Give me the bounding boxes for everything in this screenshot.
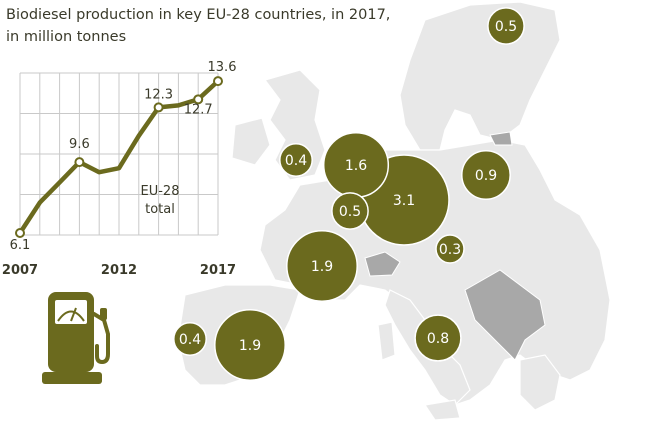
bubble-label-7: 0.5 bbox=[339, 204, 361, 220]
non-eu-balkans bbox=[464, 269, 546, 361]
bubble-label-9: 0.4 bbox=[179, 332, 201, 348]
point-label-0: 6.1 bbox=[10, 238, 31, 253]
data-point-0 bbox=[15, 227, 25, 238]
x-tick-2017: 2017 bbox=[200, 263, 236, 278]
land-sardinia bbox=[377, 321, 396, 361]
non-eu-switzerland bbox=[364, 251, 401, 277]
bubble-label-5: 0.8 bbox=[427, 331, 449, 347]
bubble-5 bbox=[414, 314, 462, 362]
bubble-label-2: 1.9 bbox=[239, 338, 261, 354]
bubble-1 bbox=[286, 230, 358, 302]
bubble-label-6: 0.5 bbox=[495, 19, 517, 35]
non-eu-kaliningrad bbox=[489, 131, 513, 146]
bubble-label-3: 1.6 bbox=[345, 158, 367, 174]
point-label-2: 12.3 bbox=[144, 87, 173, 102]
x-tick-labels: 2007 2012 2017 bbox=[2, 263, 236, 278]
title-line-2: in million tonnes bbox=[6, 29, 127, 45]
data-point-1 bbox=[74, 157, 85, 168]
bubble-label-4: 0.9 bbox=[475, 168, 497, 184]
fuel-pump-icon bbox=[42, 292, 110, 384]
land-greece bbox=[519, 354, 561, 411]
data-point-2 bbox=[153, 102, 164, 113]
bubble-9 bbox=[173, 322, 207, 356]
data-point-3 bbox=[193, 94, 204, 105]
series-annotation: EU-28 total bbox=[141, 184, 180, 217]
bubble-10 bbox=[435, 234, 465, 264]
series-line bbox=[17, 78, 221, 236]
series-eu28-total bbox=[15, 76, 223, 238]
point-labels: 6.1 9.6 12.3 12.7 13.6 bbox=[10, 60, 237, 253]
data-point-4 bbox=[213, 76, 223, 87]
bubble-label-0: 3.1 bbox=[393, 193, 415, 209]
bubble-7 bbox=[331, 192, 369, 230]
bubble-label-10: 0.3 bbox=[439, 242, 461, 258]
bubble-label-8: 0.4 bbox=[285, 153, 307, 169]
land-ireland bbox=[231, 117, 271, 166]
plot-grid bbox=[19, 72, 219, 236]
land-sicily bbox=[423, 399, 461, 421]
point-label-1: 9.6 bbox=[69, 137, 90, 152]
annotation-line-0: EU-28 bbox=[141, 184, 180, 199]
land-scandinavia bbox=[399, 1, 561, 151]
point-label-4: 13.6 bbox=[208, 60, 237, 75]
bubble-8 bbox=[279, 143, 313, 177]
chart-title: Biodiesel production in key EU-28 countr… bbox=[6, 4, 426, 48]
bubble-6 bbox=[487, 7, 525, 45]
x-tick-2007: 2007 bbox=[2, 263, 38, 278]
title-line-1: Biodiesel production in key EU-28 countr… bbox=[6, 7, 391, 23]
x-tick-2012: 2012 bbox=[101, 263, 137, 278]
bubble-4 bbox=[461, 150, 511, 200]
bubble-layer: 3.1 1.9 1.9 1.6 0.9 0.8 0.5 0.5 0.4 0.4 0.3 bbox=[173, 7, 525, 381]
point-label-3: 12.7 bbox=[184, 102, 213, 117]
bubble-2 bbox=[214, 309, 286, 381]
bubble-label-1: 1.9 bbox=[311, 259, 333, 275]
annotation-line-1: total bbox=[145, 202, 175, 217]
